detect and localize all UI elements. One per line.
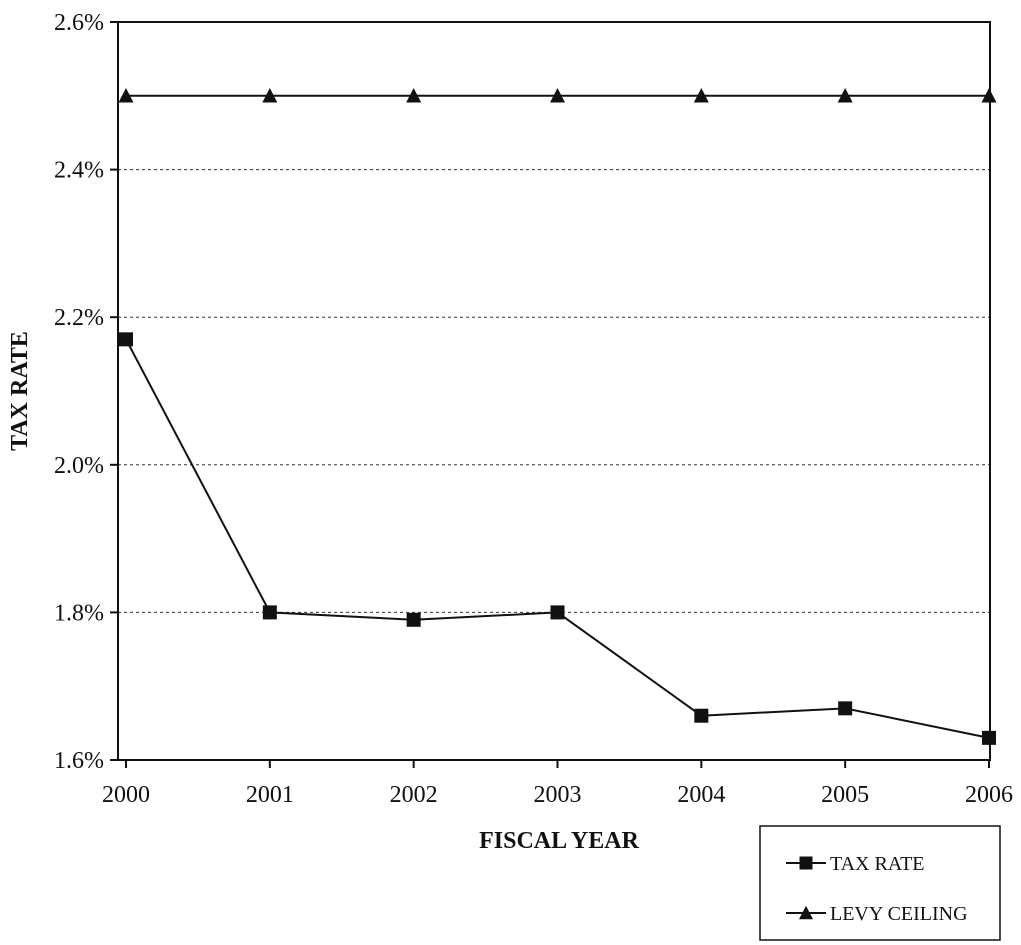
legend: TAX RATE LEVY CEILING bbox=[759, 825, 1001, 941]
data-point-square bbox=[694, 708, 709, 723]
legend-item: TAX RATE bbox=[786, 853, 925, 875]
series-layer bbox=[118, 88, 997, 745]
data-point-square bbox=[838, 701, 853, 716]
series-levy-ceiling bbox=[118, 88, 997, 103]
data-point-triangle bbox=[118, 88, 134, 103]
data-point-square bbox=[406, 612, 421, 627]
y-tick-label: 2.0% bbox=[54, 453, 104, 479]
x-tick-label: 2002 bbox=[390, 782, 438, 808]
y-axis-title: TAX RATE bbox=[7, 331, 33, 451]
data-point-triangle bbox=[262, 88, 278, 103]
x-tick-label: 2006 bbox=[965, 782, 1013, 808]
data-point-triangle bbox=[837, 88, 853, 103]
legend-box bbox=[759, 825, 1001, 941]
legend-label: TAX RATE bbox=[830, 853, 925, 875]
x-tick-label: 2004 bbox=[677, 782, 725, 808]
x-axis-ticks: 2000 2001 2002 2003 2004 2005 2006 bbox=[102, 760, 1013, 808]
data-point-square bbox=[119, 332, 133, 347]
data-point-triangle bbox=[550, 88, 565, 103]
legend-marker-triangle bbox=[799, 905, 813, 920]
data-point-triangle bbox=[981, 88, 997, 103]
data-point-square bbox=[262, 605, 277, 620]
x-tick-label: 2005 bbox=[821, 782, 869, 808]
y-tick-label: 2.2% bbox=[54, 305, 104, 331]
y-axis-ticks: 1.6% 1.8% 2.0% 2.2% 2.4% 2.6% bbox=[54, 10, 118, 774]
data-point-triangle bbox=[406, 88, 422, 103]
y-tick-label: 1.8% bbox=[54, 600, 104, 626]
plot-area-frame bbox=[117, 21, 991, 761]
y-tick-label: 1.6% bbox=[54, 748, 104, 774]
series-tax-rate bbox=[119, 332, 996, 745]
data-point-square bbox=[982, 730, 996, 745]
data-point-square bbox=[550, 605, 565, 620]
legend-marker-square bbox=[799, 856, 813, 870]
legend-label: LEVY CEILING bbox=[830, 903, 968, 925]
x-axis-title: FISCAL YEAR bbox=[479, 828, 639, 854]
y-tick-label: 2.6% bbox=[54, 10, 104, 36]
y-tick-label: 2.4% bbox=[54, 158, 104, 184]
data-point-triangle bbox=[693, 88, 709, 103]
x-tick-label: 2001 bbox=[246, 782, 294, 808]
x-tick-label: 2003 bbox=[534, 782, 582, 808]
x-tick-label: 2000 bbox=[102, 782, 150, 808]
legend-item: LEVY CEILING bbox=[786, 903, 968, 925]
legend-items: TAX RATE LEVY CEILING bbox=[786, 853, 968, 925]
